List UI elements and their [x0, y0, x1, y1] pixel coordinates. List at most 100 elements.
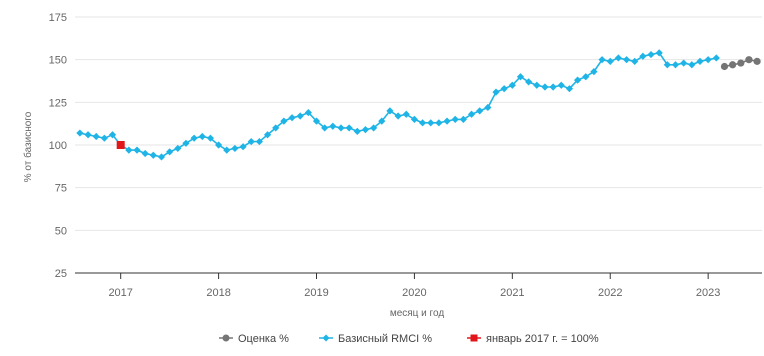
- y-tick-label: 75: [55, 183, 67, 195]
- data-point: [516, 73, 525, 81]
- data-point: [500, 85, 508, 93]
- series-plot-area: [76, 49, 761, 161]
- data-point: [639, 52, 647, 60]
- data-point: [712, 54, 720, 62]
- x-tick-label: 2022: [598, 287, 622, 299]
- data-point: [467, 110, 476, 118]
- legend-label: Оценка %: [238, 333, 289, 345]
- series-line: [79, 51, 717, 158]
- data-point: [288, 114, 296, 122]
- data-point: [206, 134, 215, 142]
- data-point: [296, 112, 304, 120]
- data-point: [386, 107, 394, 115]
- data-point: [402, 110, 410, 118]
- data-point: [108, 131, 117, 139]
- x-tick-label: 2021: [500, 287, 524, 299]
- data-point: [190, 134, 198, 142]
- legend-item: Базисный RMCI %: [319, 333, 432, 345]
- data-point: [174, 144, 182, 153]
- data-point: [215, 141, 223, 149]
- data-point: [655, 49, 663, 57]
- data-point: [312, 117, 321, 125]
- data-point: [84, 131, 92, 139]
- data-point: [337, 124, 345, 132]
- data-point: [745, 56, 753, 64]
- data-point: [476, 107, 484, 115]
- y-tick-label: 25: [55, 268, 67, 280]
- x-tick-label: 2018: [206, 287, 230, 299]
- data-point: [508, 81, 516, 89]
- data-point: [663, 61, 671, 69]
- data-point: [622, 56, 631, 64]
- data-point: [141, 149, 149, 158]
- data-point: [598, 56, 606, 64]
- data-point: [149, 151, 157, 159]
- legend-marker: [222, 334, 230, 342]
- y-tick-label: 100: [49, 140, 67, 152]
- x-tick-label: 2017: [108, 287, 132, 299]
- data-point: [443, 117, 451, 125]
- data-point: [647, 50, 655, 59]
- data-point: [378, 117, 386, 125]
- data-point: [394, 112, 402, 120]
- data-point: [557, 81, 565, 89]
- axes: 25 50 75 100 125 150 175 2017 2018 2019 2020 2021 20…: [49, 12, 762, 299]
- data-point: [321, 124, 329, 132]
- data-point: [92, 132, 100, 141]
- data-point: [329, 122, 337, 130]
- data-point: [76, 129, 84, 137]
- data-point: [459, 115, 467, 123]
- data-point: [247, 137, 255, 146]
- data-point: [680, 59, 688, 67]
- data-point: [410, 115, 419, 123]
- data-point: [255, 137, 263, 146]
- data-point: [435, 119, 443, 127]
- data-point: [198, 132, 206, 141]
- data-point: [582, 73, 590, 81]
- legend-label: январь 2017 г. = 100%: [486, 333, 599, 345]
- data-point: [541, 83, 549, 91]
- y-tick-label: 150: [49, 55, 67, 67]
- legend-label: Базисный RMCI %: [338, 333, 432, 345]
- data-point: [345, 124, 353, 132]
- grid-lines: [75, 16, 762, 231]
- data-point: [272, 124, 280, 132]
- data-point: [737, 59, 745, 67]
- data-point: [451, 115, 459, 123]
- data-point: [549, 83, 557, 91]
- data-point: [370, 124, 378, 132]
- y-tick-label: 125: [49, 97, 67, 109]
- data-point: [492, 88, 500, 96]
- series-estimate: [720, 56, 761, 71]
- data-point: [590, 68, 598, 76]
- data-point: [353, 127, 361, 135]
- x-tick-label: 2020: [402, 287, 426, 299]
- data-point: [606, 57, 614, 65]
- x-axis-title: месяц и год: [390, 308, 444, 319]
- data-point: [100, 134, 108, 142]
- data-point: [696, 57, 704, 65]
- x-tick-label: 2019: [304, 287, 328, 299]
- data-point: [484, 103, 492, 112]
- data-point: [166, 148, 174, 156]
- legend-marker: [470, 334, 478, 342]
- series-reference: [116, 141, 125, 149]
- legend: Оценка % Базисный RMCI % январь 2017 г. = …: [219, 333, 599, 345]
- data-point: [133, 146, 141, 154]
- x-tick-label: 2023: [696, 287, 720, 299]
- data-point: [361, 126, 370, 134]
- data-point: [427, 119, 435, 127]
- data-point: [239, 143, 247, 151]
- data-point: [631, 57, 639, 65]
- y-tick-label: 50: [55, 225, 67, 237]
- data-point: [304, 108, 312, 117]
- data-point: [280, 117, 288, 125]
- data-point: [565, 85, 574, 93]
- data-point: [688, 61, 696, 69]
- data-point: [729, 61, 737, 69]
- data-point: [533, 81, 541, 89]
- data-point: [525, 78, 533, 86]
- data-point: [231, 144, 239, 153]
